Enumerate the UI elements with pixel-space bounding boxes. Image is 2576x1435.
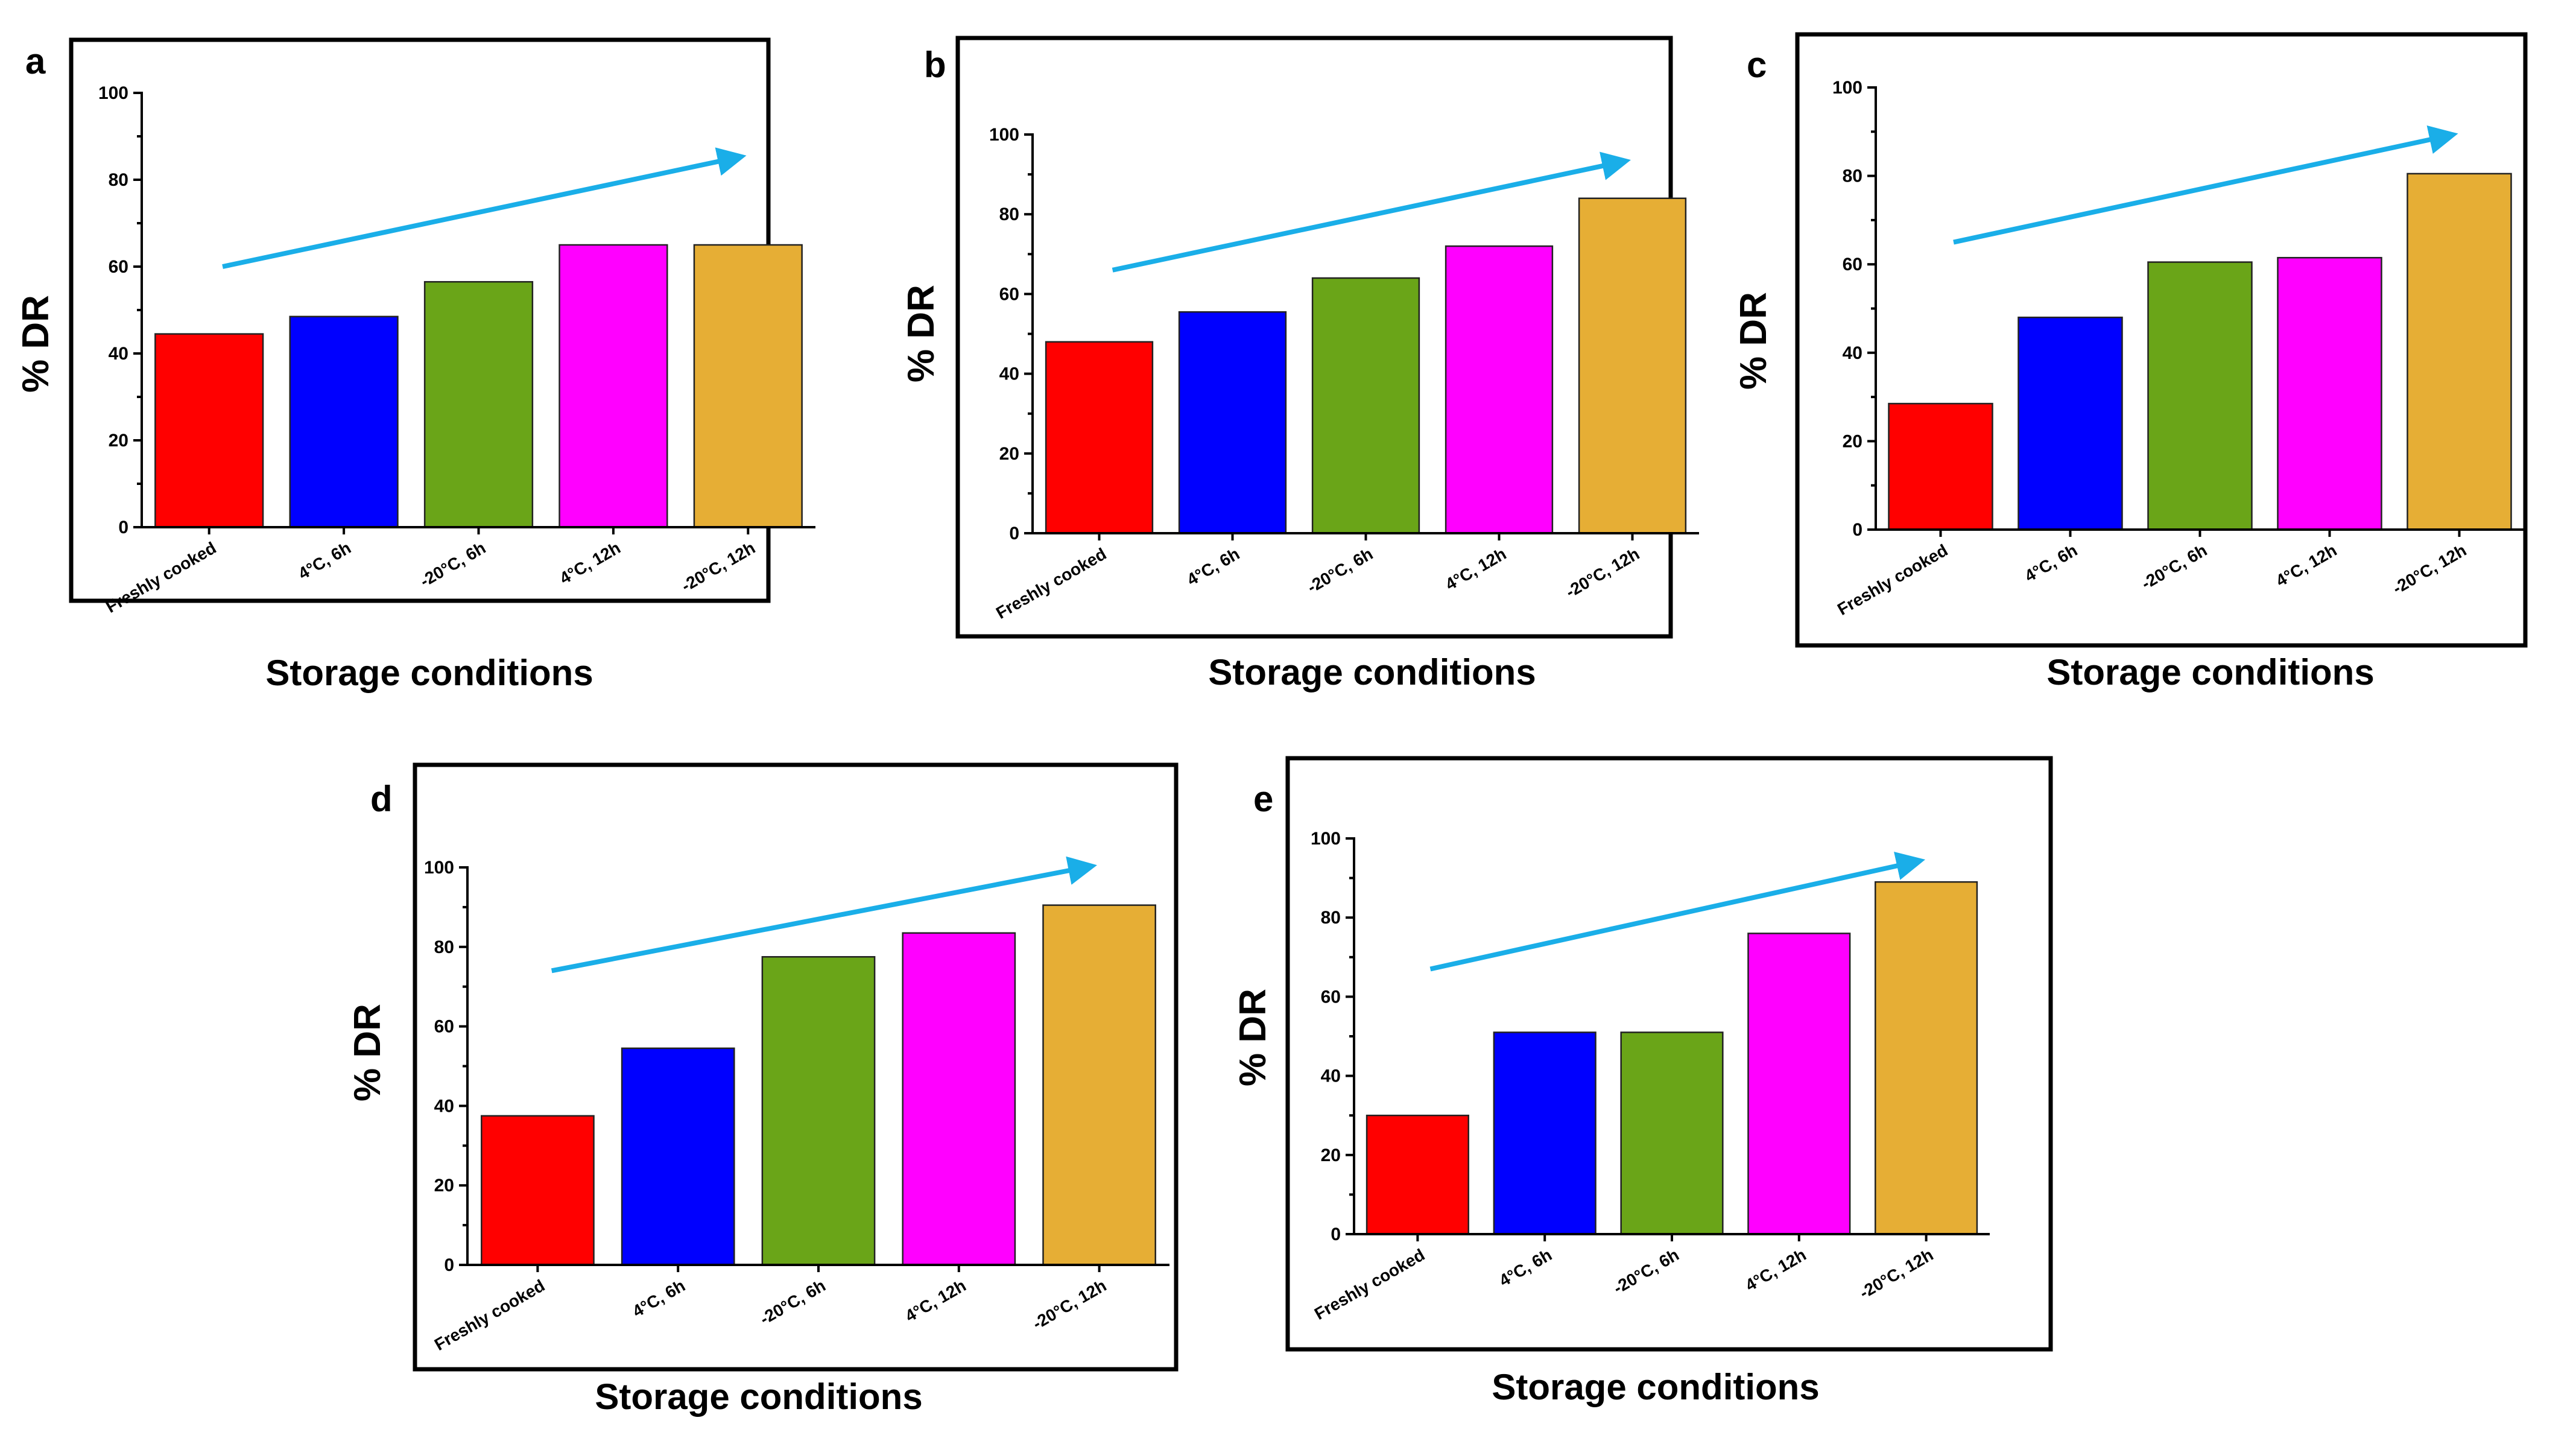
bar-b-4 xyxy=(1578,197,1687,534)
y-tick-label: 0 xyxy=(444,1255,454,1275)
bar-c-4 xyxy=(2407,173,2512,531)
bar-a-1 xyxy=(289,315,399,528)
y-tick-label: 60 xyxy=(434,1017,454,1037)
bar-b-0 xyxy=(1045,341,1154,534)
y-tick-label: 40 xyxy=(999,364,1019,384)
y-tick-label: 60 xyxy=(999,284,1019,304)
x-axis-label: Storage conditions xyxy=(265,653,593,693)
y-tick-label: 60 xyxy=(1843,255,1862,274)
bar-e-1 xyxy=(1493,1031,1597,1235)
trend-arrow xyxy=(1429,851,1926,972)
bar-c-3 xyxy=(2277,256,2382,531)
y-tick-label: 40 xyxy=(1321,1066,1341,1086)
bar-e-2 xyxy=(1620,1031,1724,1235)
y-tick-label: 40 xyxy=(434,1096,454,1116)
y-tick-label: 20 xyxy=(999,444,1019,464)
bar-a-4 xyxy=(693,244,803,528)
bar-d-1 xyxy=(621,1047,735,1266)
bar-a-0 xyxy=(154,333,264,528)
y-tick-label: 100 xyxy=(98,83,128,103)
bar-a-2 xyxy=(423,280,534,528)
y-axis-label: % DR xyxy=(900,285,942,382)
bar-d-4 xyxy=(1042,904,1156,1266)
y-tick-label: 0 xyxy=(1852,520,1862,540)
bar-c-1 xyxy=(2017,316,2123,531)
trend-arrow xyxy=(222,147,747,269)
bar-e-0 xyxy=(1366,1114,1469,1235)
y-tick-label: 40 xyxy=(109,344,128,364)
y-tick-label: 60 xyxy=(1321,987,1341,1007)
y-tick-label: 100 xyxy=(1832,78,1862,98)
y-axis-label: % DR xyxy=(1733,292,1774,390)
y-tick-label: 0 xyxy=(1009,524,1019,543)
bar-b-2 xyxy=(1311,277,1420,534)
y-tick-label: 80 xyxy=(434,937,454,957)
y-tick-label: 100 xyxy=(1311,829,1341,849)
bar-b-3 xyxy=(1445,245,1554,534)
trend-arrow xyxy=(551,856,1097,974)
trend-arrow xyxy=(1953,125,2458,245)
bar-e-4 xyxy=(1875,881,1978,1235)
panel-letter: b xyxy=(924,45,946,85)
x-axis-label: Storage conditions xyxy=(1208,652,1536,692)
bar-d-3 xyxy=(902,932,1016,1266)
x-axis-label: Storage conditions xyxy=(1492,1367,1819,1407)
panel-letter: e xyxy=(1253,779,1273,819)
y-axis-label: % DR xyxy=(1232,989,1274,1086)
bar-c-0 xyxy=(1888,402,1993,531)
bar-a-3 xyxy=(559,244,668,528)
y-tick-label: 60 xyxy=(109,257,128,277)
x-axis-label: Storage conditions xyxy=(595,1376,922,1417)
y-tick-label: 20 xyxy=(1321,1145,1341,1165)
y-tick-label: 80 xyxy=(1321,908,1341,928)
y-tick-label: 80 xyxy=(109,170,128,190)
panel-letter: c xyxy=(1747,45,1767,85)
y-tick-label: 20 xyxy=(1843,431,1862,451)
bar-b-1 xyxy=(1178,311,1287,534)
panel-letter: a xyxy=(25,41,46,81)
y-tick-label: 80 xyxy=(1843,166,1862,186)
y-tick-label: 80 xyxy=(999,204,1019,224)
panel-letter: d xyxy=(370,779,393,819)
y-tick-label: 0 xyxy=(118,518,128,537)
bar-d-2 xyxy=(761,956,876,1266)
y-tick-label: 100 xyxy=(989,125,1019,145)
trend-arrow xyxy=(1112,151,1631,273)
y-tick-label: 0 xyxy=(1331,1224,1341,1244)
y-axis-label: % DR xyxy=(347,1004,388,1101)
y-tick-label: 100 xyxy=(424,858,454,878)
y-tick-label: 20 xyxy=(434,1176,454,1196)
bar-c-2 xyxy=(2147,261,2253,531)
y-tick-label: 20 xyxy=(109,431,128,451)
y-axis-label: % DR xyxy=(15,295,57,393)
bar-d-0 xyxy=(481,1115,595,1266)
y-tick-label: 40 xyxy=(1843,343,1862,363)
bar-e-3 xyxy=(1747,933,1851,1235)
x-axis-label: Storage conditions xyxy=(2046,652,2374,692)
